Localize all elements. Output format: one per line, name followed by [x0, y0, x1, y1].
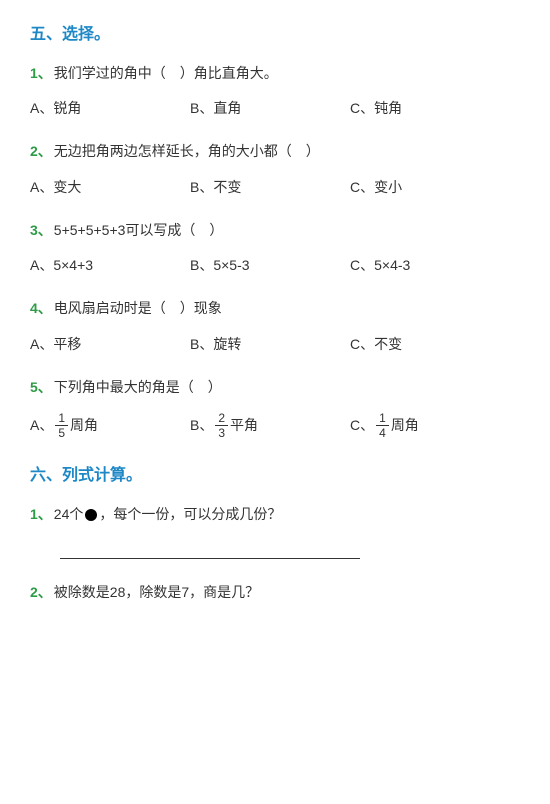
- section-5-title: 五、选择。: [30, 20, 520, 44]
- q4-opt-b: B、旋转: [190, 334, 350, 354]
- s6-q1-answer-line: [60, 543, 360, 559]
- q3-opt-b-label: B、: [190, 255, 213, 275]
- q5-opt-c-num: 1: [376, 412, 389, 426]
- q4-text: 电风扇启动时是（ ）现象: [54, 300, 222, 316]
- q2-opt-b-label: B、: [190, 177, 213, 197]
- q2-opt-c-label: C、: [350, 177, 374, 197]
- q1-opt-b: B、直角: [190, 98, 350, 118]
- q4-opt-c: C、不变: [350, 334, 510, 354]
- q5-text: 下列角中最大的角是（ ）: [54, 379, 222, 395]
- q4-opt-c-text: 不变: [374, 334, 402, 354]
- q1-opt-a-text: 锐角: [53, 98, 81, 118]
- q3-opt-a-label: A、: [30, 255, 53, 275]
- s6-q2-text: 被除数是28，除数是7，商是几？: [54, 584, 259, 600]
- q2-text: 无边把角两边怎样延长，角的大小都（ ）: [54, 143, 320, 159]
- s6-q1-num: 1、: [30, 506, 52, 522]
- question-4: 4、电风扇启动时是（ ）现象 A、平移 B、旋转 C、不变: [30, 297, 520, 353]
- q1-num: 1、: [30, 65, 52, 81]
- q1-opt-b-label: B、: [190, 98, 213, 118]
- q5-num: 5、: [30, 379, 52, 395]
- q3-opt-b-text: 5×5-3: [213, 257, 249, 273]
- q2-opt-b: B、不变: [190, 177, 350, 197]
- q3-opt-a-text: 5×4+3: [53, 257, 93, 273]
- q5-options: A、 1 5 周角 B、 2 3 平角 C、 1: [30, 412, 520, 439]
- q1-opt-c: C、钝角: [350, 98, 510, 118]
- q1-text: 我们学过的角中（ ）角比直角大。: [54, 65, 278, 81]
- q3-opt-c: C、5×4-3: [350, 255, 510, 275]
- q5-line: 5、下列角中最大的角是（ ）: [30, 376, 520, 398]
- question-3: 3、5+5+5+5+3可以写成（ ） A、5×4+3 B、5×5-3 C、5×4…: [30, 219, 520, 275]
- q3-options: A、5×4+3 B、5×5-3 C、5×4-3: [30, 255, 520, 275]
- s6-q2-num: 2、: [30, 584, 52, 600]
- black-dot-icon: [85, 509, 97, 521]
- q4-opt-a: A、平移: [30, 334, 190, 354]
- q2-opt-c-text: 变小: [374, 177, 402, 197]
- q2-line: 2、无边把角两边怎样延长，角的大小都（ ）: [30, 140, 520, 162]
- q5-opt-a-frac: 1 5: [55, 412, 68, 439]
- q3-line: 3、5+5+5+5+3可以写成（ ）: [30, 219, 520, 241]
- q5-opt-b-frac: 2 3: [215, 412, 228, 439]
- q4-num: 4、: [30, 300, 52, 316]
- q5-opt-b-suffix: 平角: [230, 415, 258, 435]
- s6-q1-post: ，每个一份，可以分成几份？: [99, 506, 281, 522]
- q5-opt-c-suffix: 周角: [391, 415, 419, 435]
- q1-opt-b-text: 直角: [213, 98, 241, 118]
- q5-opt-b-den: 3: [218, 426, 225, 439]
- question-1: 1、我们学过的角中（ ）角比直角大。 A、锐角 B、直角 C、钝角: [30, 62, 520, 118]
- q1-opt-c-label: C、: [350, 98, 374, 118]
- q3-opt-b: B、5×5-3: [190, 255, 350, 275]
- q3-opt-c-label: C、: [350, 255, 374, 275]
- s6-q1-pre: 24个: [54, 506, 84, 522]
- q5-opt-a: A、 1 5 周角: [30, 412, 190, 439]
- q4-opt-a-text: 平移: [53, 334, 81, 354]
- q2-opt-c: C、变小: [350, 177, 510, 197]
- q5-opt-a-label: A、: [30, 415, 53, 435]
- q5-opt-c: C、 1 4 周角: [350, 412, 510, 439]
- q4-options: A、平移 B、旋转 C、不变: [30, 334, 520, 354]
- q3-opt-a: A、5×4+3: [30, 255, 190, 275]
- q5-opt-b-label: B、: [190, 415, 213, 435]
- q5-opt-b-num: 2: [215, 412, 228, 426]
- q2-opt-b-text: 不变: [213, 177, 241, 197]
- q2-num: 2、: [30, 143, 52, 159]
- q4-line: 4、电风扇启动时是（ ）现象: [30, 297, 520, 319]
- q1-opt-a-label: A、: [30, 98, 53, 118]
- s6-q2: 2、被除数是28，除数是7，商是几？: [30, 581, 520, 603]
- q3-num: 3、: [30, 222, 52, 238]
- q3-text: 5+5+5+5+3可以写成（ ）: [54, 222, 224, 238]
- section-6-title: 六、列式计算。: [30, 461, 520, 485]
- q5-opt-a-den: 5: [58, 426, 65, 439]
- q5-opt-c-frac: 1 4: [376, 412, 389, 439]
- q2-options: A、变大 B、不变 C、变小: [30, 177, 520, 197]
- q5-opt-c-label: C、: [350, 415, 374, 435]
- s6-q1: 1、24个 ，每个一份，可以分成几份？: [30, 503, 520, 525]
- q1-opt-c-text: 钝角: [374, 98, 402, 118]
- question-2: 2、无边把角两边怎样延长，角的大小都（ ） A、变大 B、不变 C、变小: [30, 140, 520, 196]
- q1-options: A、锐角 B、直角 C、钝角: [30, 98, 520, 118]
- q3-opt-c-text: 5×4-3: [374, 257, 410, 273]
- question-5: 5、下列角中最大的角是（ ） A、 1 5 周角 B、 2 3 平角: [30, 376, 520, 439]
- q1-opt-a: A、锐角: [30, 98, 190, 118]
- q1-line: 1、我们学过的角中（ ）角比直角大。: [30, 62, 520, 84]
- q4-opt-b-text: 旋转: [213, 334, 241, 354]
- q4-opt-b-label: B、: [190, 334, 213, 354]
- q5-opt-a-suffix: 周角: [70, 415, 98, 435]
- q5-opt-a-num: 1: [55, 412, 68, 426]
- q5-opt-b: B、 2 3 平角: [190, 412, 350, 439]
- q4-opt-c-label: C、: [350, 334, 374, 354]
- q2-opt-a: A、变大: [30, 177, 190, 197]
- q2-opt-a-text: 变大: [53, 177, 81, 197]
- q4-opt-a-label: A、: [30, 334, 53, 354]
- q5-opt-c-den: 4: [379, 426, 386, 439]
- q2-opt-a-label: A、: [30, 177, 53, 197]
